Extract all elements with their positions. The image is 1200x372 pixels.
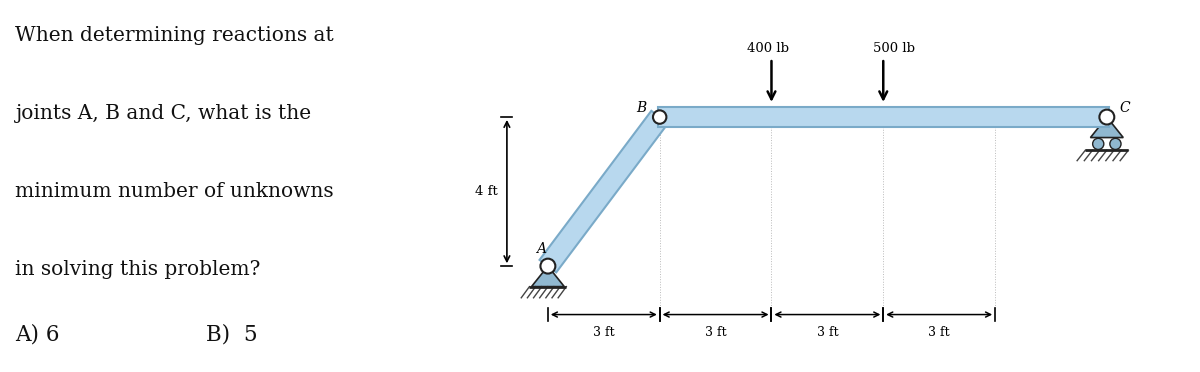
Text: 3 ft: 3 ft [593, 327, 614, 340]
Circle shape [1093, 138, 1104, 150]
Text: minimum number of unknowns: minimum number of unknowns [16, 182, 334, 201]
Text: in solving this problem?: in solving this problem? [16, 260, 260, 279]
Text: A: A [536, 242, 546, 256]
Text: 400 lb: 400 lb [746, 42, 788, 55]
Circle shape [540, 259, 556, 273]
Text: 3 ft: 3 ft [816, 327, 838, 340]
Text: C: C [1120, 101, 1130, 115]
Text: joints A, B and C, what is the: joints A, B and C, what is the [16, 104, 312, 123]
Text: B: B [636, 101, 647, 115]
Text: 4 ft: 4 ft [475, 185, 498, 198]
Circle shape [653, 110, 666, 124]
Text: B)  5: B) 5 [206, 324, 258, 346]
Text: 3 ft: 3 ft [704, 327, 726, 340]
Polygon shape [540, 111, 668, 272]
Text: A) 6: A) 6 [16, 324, 60, 346]
Circle shape [1110, 138, 1121, 150]
Polygon shape [658, 107, 1109, 128]
Text: 3 ft: 3 ft [929, 327, 950, 340]
Text: When determining reactions at: When determining reactions at [16, 26, 335, 45]
Polygon shape [532, 266, 564, 286]
Polygon shape [1091, 117, 1123, 138]
Circle shape [1099, 110, 1115, 125]
Text: 500 lb: 500 lb [874, 42, 916, 55]
